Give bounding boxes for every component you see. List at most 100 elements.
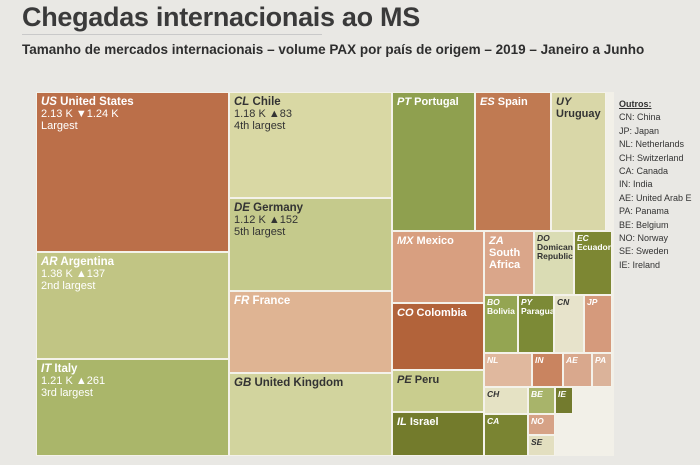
tile-country-code: IL [397, 416, 407, 428]
tile-label: DO Domican Republic [535, 232, 573, 261]
treemap-tile-za[interactable]: ZA South Africa [484, 231, 534, 295]
treemap-tile-cl[interactable]: CL Chile 1.18 K ▲83 4th largest [229, 92, 392, 198]
treemap-tile-gb[interactable]: GB United Kingdom [229, 373, 392, 456]
tile-label: FR France [230, 292, 391, 307]
treemap-tile-be[interactable]: BE [528, 387, 555, 414]
tile-label: EC Ecuador [575, 232, 611, 252]
tile-rank: 3rd largest [41, 387, 93, 399]
page-title: Chegadas internacionais ao MS [22, 2, 420, 32]
tile-country-code: PY [521, 297, 533, 307]
tile-label: CH [485, 388, 527, 399]
tile-label: ES Spain [476, 93, 550, 108]
tile-country-code: NL [487, 355, 499, 365]
treemap-tile-pe[interactable]: PE Peru [392, 370, 484, 412]
treemap-tile-do[interactable]: DO Domican Republic [534, 231, 574, 295]
outros-legend-item: SE: Sweden [619, 246, 669, 257]
tile-value-number: 1.18 K [234, 108, 266, 120]
tile-country-code: IN [535, 355, 544, 365]
outros-legend-item: NL: Netherlands [619, 139, 685, 150]
treemap-tile-ch[interactable]: CH [484, 387, 528, 414]
tile-label: IN [533, 354, 562, 365]
tile-country-name: Colombia [413, 307, 467, 319]
tile-value-number: 1.12 K [234, 214, 266, 226]
tile-label: CL Chile [230, 93, 391, 108]
tile-label: CN [555, 296, 583, 307]
treemap-tile-se[interactable]: SE [528, 435, 555, 456]
tile-label: PA [593, 354, 611, 365]
tile-country-name: United States [56, 96, 134, 108]
tile-country-code: AE [566, 355, 578, 365]
tile-label: JP [585, 296, 611, 307]
tile-country-code: CN [557, 297, 570, 307]
outros-legend-item: JP: Japan [619, 125, 660, 136]
treemap-tile-ca[interactable]: CA [484, 414, 528, 456]
outros-legend: Outros: CN: China JP: Japan NL: Netherland… [619, 98, 699, 272]
treemap-tile-il[interactable]: IL Israel [392, 412, 484, 456]
treemap-tile-pt[interactable]: PT Portugal [392, 92, 475, 231]
tile-label: ZA South Africa [485, 232, 533, 271]
tile-country-code: BE [531, 389, 543, 399]
treemap-tile-py[interactable]: PY Paraguay [518, 295, 554, 353]
tile-country-code: EC [577, 233, 589, 243]
treemap-tile-de[interactable]: DE Germany 1.12 K ▲152 5th largest [229, 198, 392, 291]
treemap-tile-in[interactable]: IN [532, 353, 563, 387]
tile-country-code: NO [531, 416, 544, 426]
outros-legend-title: Outros: [619, 99, 652, 109]
tile-country-name: Israel [406, 416, 439, 428]
treemap-tile-mx[interactable]: MX Mexico [392, 231, 484, 303]
treemap-tile-us[interactable]: US United States 2.13 K ▼1.24 K Largest [36, 92, 229, 252]
tile-country-name: Uruguay [556, 108, 601, 120]
treemap-tile-ar[interactable]: AR Argentina 1.38 K ▲137 2nd largest [36, 252, 229, 359]
treemap-tile-pa[interactable]: PA [592, 353, 612, 387]
tile-country-code: DE [234, 202, 250, 214]
tile-country-name: France [249, 295, 291, 307]
tile-country-code: CH [487, 389, 500, 399]
treemap-tile-ie[interactable]: IE [555, 387, 573, 414]
treemap-tile-uy[interactable]: UY Uruguay [551, 92, 606, 231]
tile-label: US United States [37, 93, 228, 108]
tile-country-code: PE [397, 374, 412, 386]
tile-country-code: JP [587, 297, 598, 307]
treemap-tile-co[interactable]: CO Colombia [392, 303, 484, 370]
tile-rank: Largest [41, 120, 78, 132]
tile-country-name: Chile [249, 96, 281, 108]
treemap-tile-es[interactable]: ES Spain [475, 92, 551, 231]
tile-country-name: Argentina [57, 256, 115, 268]
tile-label: PT Portugal [393, 93, 474, 108]
tile-label: PE Peru [393, 371, 483, 386]
tile-country-code: ZA [489, 235, 504, 247]
tile-country-code: CA [487, 416, 500, 426]
treemap-tile-jp[interactable]: JP [584, 295, 612, 353]
tile-change: ▼1.24 K [72, 108, 119, 120]
tile-rank: 2nd largest [41, 280, 96, 292]
tile-country-code: SE [531, 437, 543, 447]
treemap-tile-bo[interactable]: BO Bolivia [484, 295, 518, 353]
tile-label: AR Argentina [37, 253, 228, 268]
tile-label: SE [529, 436, 554, 447]
treemap-tile-it[interactable]: IT Italy 1.21 K ▲261 3rd largest [36, 359, 229, 456]
chart-subtitle: Tamanho de mercados internacionais – vol… [22, 42, 645, 57]
tile-value: 1.21 K ▲261 [37, 375, 228, 387]
tile-change: ▲137 [72, 268, 106, 280]
tile-country-name: Peru [411, 374, 440, 386]
tile-country-code: AR [41, 256, 58, 268]
tile-country-name: Portugal [411, 96, 459, 108]
tile-rank: 5th largest [234, 226, 286, 238]
tile-value-number: 1.21 K [41, 375, 73, 387]
tile-country-code: CL [234, 96, 250, 108]
treemap-tile-no[interactable]: NO [528, 414, 555, 435]
treemap-tile-ae[interactable]: AE [563, 353, 592, 387]
treemap-tile-nl[interactable]: NL [484, 353, 532, 387]
outros-legend-item: NO: Norway [619, 233, 669, 244]
tile-country-code: MX [397, 235, 414, 247]
tile-value-number: 2.13 K [41, 108, 73, 120]
tile-country-code: BO [487, 297, 500, 307]
treemap-tile-cn[interactable]: CN [554, 295, 584, 353]
treemap-tile-fr[interactable]: FR France [229, 291, 392, 373]
tile-label: NL [485, 354, 531, 365]
tile-country-name: Spain [494, 96, 528, 108]
title-underline [22, 34, 322, 35]
treemap-tile-ec[interactable]: EC Ecuador [574, 231, 612, 295]
tile-label: UY Uruguay [552, 93, 605, 120]
tile-country-name: United Kingdom [251, 377, 344, 389]
